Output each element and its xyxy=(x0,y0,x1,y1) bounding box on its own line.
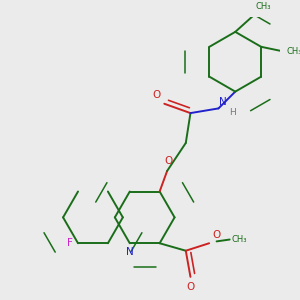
Text: CH₃: CH₃ xyxy=(232,235,247,244)
Text: H: H xyxy=(229,108,236,117)
Text: CH₃: CH₃ xyxy=(256,2,271,11)
Text: O: O xyxy=(212,230,220,241)
Text: O: O xyxy=(164,156,172,166)
Text: N: N xyxy=(126,247,134,257)
Text: O: O xyxy=(152,90,160,100)
Text: O: O xyxy=(186,281,195,292)
Text: N: N xyxy=(219,97,227,106)
Text: CH₃: CH₃ xyxy=(286,47,300,56)
Text: F: F xyxy=(67,238,72,248)
